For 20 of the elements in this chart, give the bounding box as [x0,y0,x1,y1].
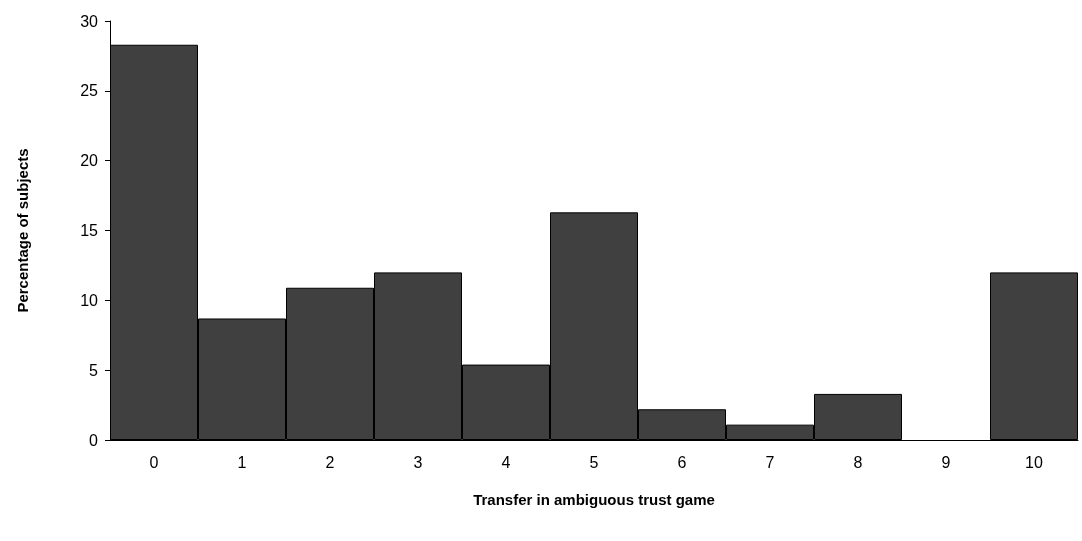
x-tick-label: 3 [413,453,423,471]
x-tick-label: 10 [1025,453,1043,471]
y-tick-label: 5 [89,361,99,379]
y-tick-label: 0 [89,431,99,449]
y-tick-label: 15 [80,222,99,239]
x-tick-label: 0 [149,453,159,471]
x-tick-label: 5 [589,453,599,471]
x-tick-label: 1 [237,453,247,471]
y-axis-title: Percentage of subjects [14,148,31,313]
y-tick-label: 30 [80,12,99,30]
x-tick-label: 2 [325,453,335,471]
x-tick-label: 9 [941,453,951,471]
x-tick-label: 8 [853,453,863,471]
x-tick-label: 6 [677,453,687,471]
x-tick-label: 4 [501,453,511,471]
y-tick-label: 20 [80,152,99,170]
x-axis-title: Transfer in ambiguous trust game [473,491,715,508]
x-tick-label: 7 [765,453,775,471]
y-tick-label: 25 [80,82,99,100]
y-tick-label: 10 [80,291,99,309]
